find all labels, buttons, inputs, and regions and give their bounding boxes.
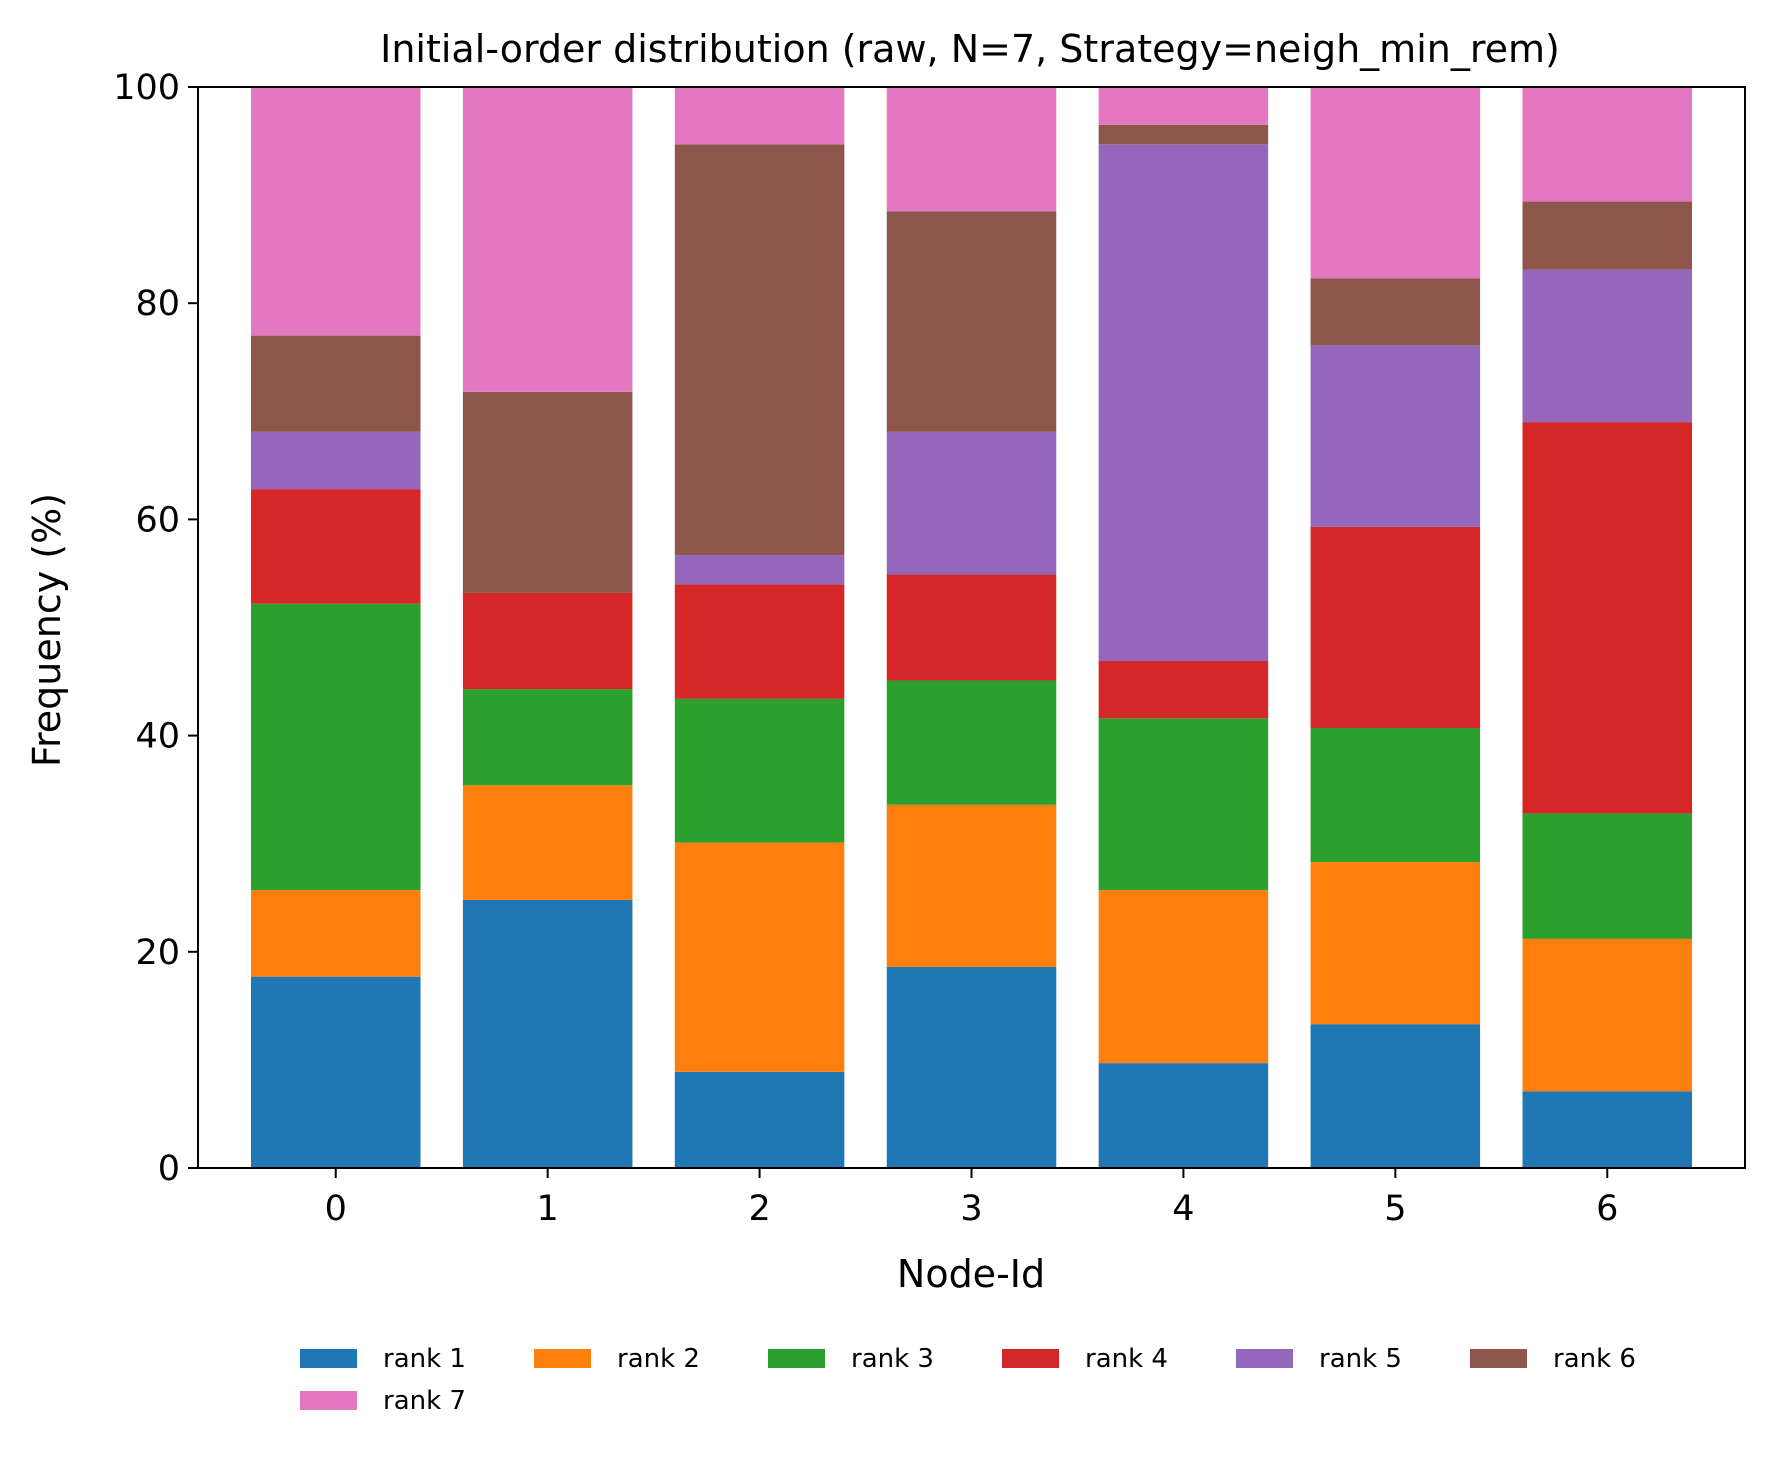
bar-node-4-rank-5 (1098, 144, 1269, 662)
bar-node-6-rank-3 (1522, 813, 1693, 939)
bar-node-4-rank-2 (1098, 890, 1269, 1064)
x-tick-label: 2 (748, 1189, 770, 1229)
bar-node-1-rank-3 (462, 689, 633, 786)
legend-label: rank 3 (851, 1344, 934, 1374)
y-tick-label: 20 (135, 933, 180, 973)
bar-node-1-rank-7 (462, 87, 633, 392)
legend-label: rank 5 (1319, 1344, 1402, 1374)
plot-frame (197, 86, 1746, 1169)
x-tick-label: 5 (1384, 1189, 1406, 1229)
bar-node-4-rank-7 (1098, 87, 1269, 125)
y-tick-label: 0 (158, 1149, 180, 1189)
bar-node-5-rank-4 (1310, 526, 1481, 729)
bar-node-1-rank-2 (462, 785, 633, 900)
y-tick-label: 80 (135, 284, 180, 324)
bar-node-2-rank-2 (674, 842, 845, 1072)
legend-label: rank 7 (383, 1386, 466, 1416)
bar-node-6-rank-2 (1522, 938, 1693, 1092)
bar-node-6-rank-1 (1522, 1091, 1693, 1168)
bar-node-4-rank-4 (1098, 661, 1269, 719)
bar-node-0-rank-3 (250, 603, 421, 891)
bar-node-2-rank-1 (674, 1071, 845, 1168)
bar-node-0-rank-7 (250, 87, 421, 336)
bar-node-6-rank-6 (1522, 201, 1693, 270)
x-tick-label: 3 (960, 1189, 982, 1229)
bar-node-5-rank-3 (1310, 728, 1481, 863)
bar-node-5-rank-7 (1310, 87, 1481, 279)
bar-node-3-rank-5 (886, 431, 1057, 575)
bar-node-2-rank-6 (674, 144, 845, 556)
bar-node-0-rank-6 (250, 335, 421, 432)
legend-swatch (768, 1349, 825, 1368)
bar-node-4-rank-1 (1098, 1063, 1269, 1168)
bar-node-5-rank-2 (1310, 862, 1481, 1025)
x-tick-label: 4 (1172, 1189, 1194, 1229)
bar-node-5-rank-1 (1310, 1024, 1481, 1168)
legend-label: rank 4 (1085, 1344, 1168, 1374)
legend-label: rank 2 (617, 1344, 700, 1374)
bar-node-2-rank-7 (674, 87, 845, 145)
legend-swatch (534, 1349, 591, 1368)
bar-node-1-rank-6 (462, 391, 633, 593)
bar-node-3-rank-7 (886, 87, 1057, 212)
legend-swatch (1470, 1349, 1527, 1368)
bar-node-5-rank-5 (1310, 345, 1481, 527)
bar-node-0-rank-5 (250, 431, 421, 490)
bar-node-1-rank-4 (462, 592, 633, 690)
legend-swatch (300, 1349, 357, 1368)
x-tick-label: 1 (537, 1189, 559, 1229)
x-axis: 0 1 2 3 4 5 6 (325, 1168, 1618, 1229)
bar-node-1-rank-1 (462, 899, 633, 1168)
bar-node-5-rank-6 (1310, 278, 1481, 346)
bar-node-3-rank-6 (886, 211, 1057, 432)
x-axis-label: Node-Id (897, 1252, 1045, 1296)
bar-node-0-rank-4 (250, 489, 421, 604)
x-tick-label: 6 (1596, 1189, 1618, 1229)
bar-node-3-rank-2 (886, 804, 1057, 967)
legend-swatch (300, 1391, 357, 1410)
chart-title: Initial-order distribution (raw, N=7, St… (380, 27, 1560, 71)
y-tick-label: 60 (135, 500, 180, 540)
bar-node-3-rank-3 (886, 680, 1057, 805)
bar-node-0-rank-2 (250, 890, 421, 977)
bar-node-6-rank-4 (1522, 422, 1693, 814)
bar-node-2-rank-3 (674, 698, 845, 843)
bar-node-3-rank-1 (886, 966, 1057, 1168)
bar-node-4-rank-3 (1098, 718, 1269, 891)
y-tick-label: 100 (113, 68, 180, 108)
bar-node-3-rank-4 (886, 574, 1057, 681)
bar-node-6-rank-5 (1522, 269, 1693, 423)
legend-swatch (1236, 1349, 1293, 1368)
bar-node-4-rank-6 (1098, 124, 1269, 145)
y-axis-label: Frequency (%) (25, 493, 69, 767)
bar-node-2-rank-4 (674, 584, 845, 699)
y-axis: 0 20 40 60 80 100 (113, 68, 198, 1189)
bars-layer (250, 87, 1693, 1168)
bar-node-2-rank-5 (674, 555, 845, 585)
legend: rank 1 rank 2 rank 3 rank 4 rank 5 rank 6 rank… (300, 1344, 1636, 1416)
legend-swatch (1002, 1349, 1059, 1368)
x-tick-label: 0 (325, 1189, 347, 1229)
bar-node-0-rank-1 (250, 976, 421, 1168)
y-tick-label: 40 (135, 717, 180, 757)
legend-label: rank 1 (383, 1344, 466, 1374)
legend-label: rank 6 (1553, 1344, 1636, 1374)
bar-node-6-rank-7 (1522, 87, 1693, 202)
